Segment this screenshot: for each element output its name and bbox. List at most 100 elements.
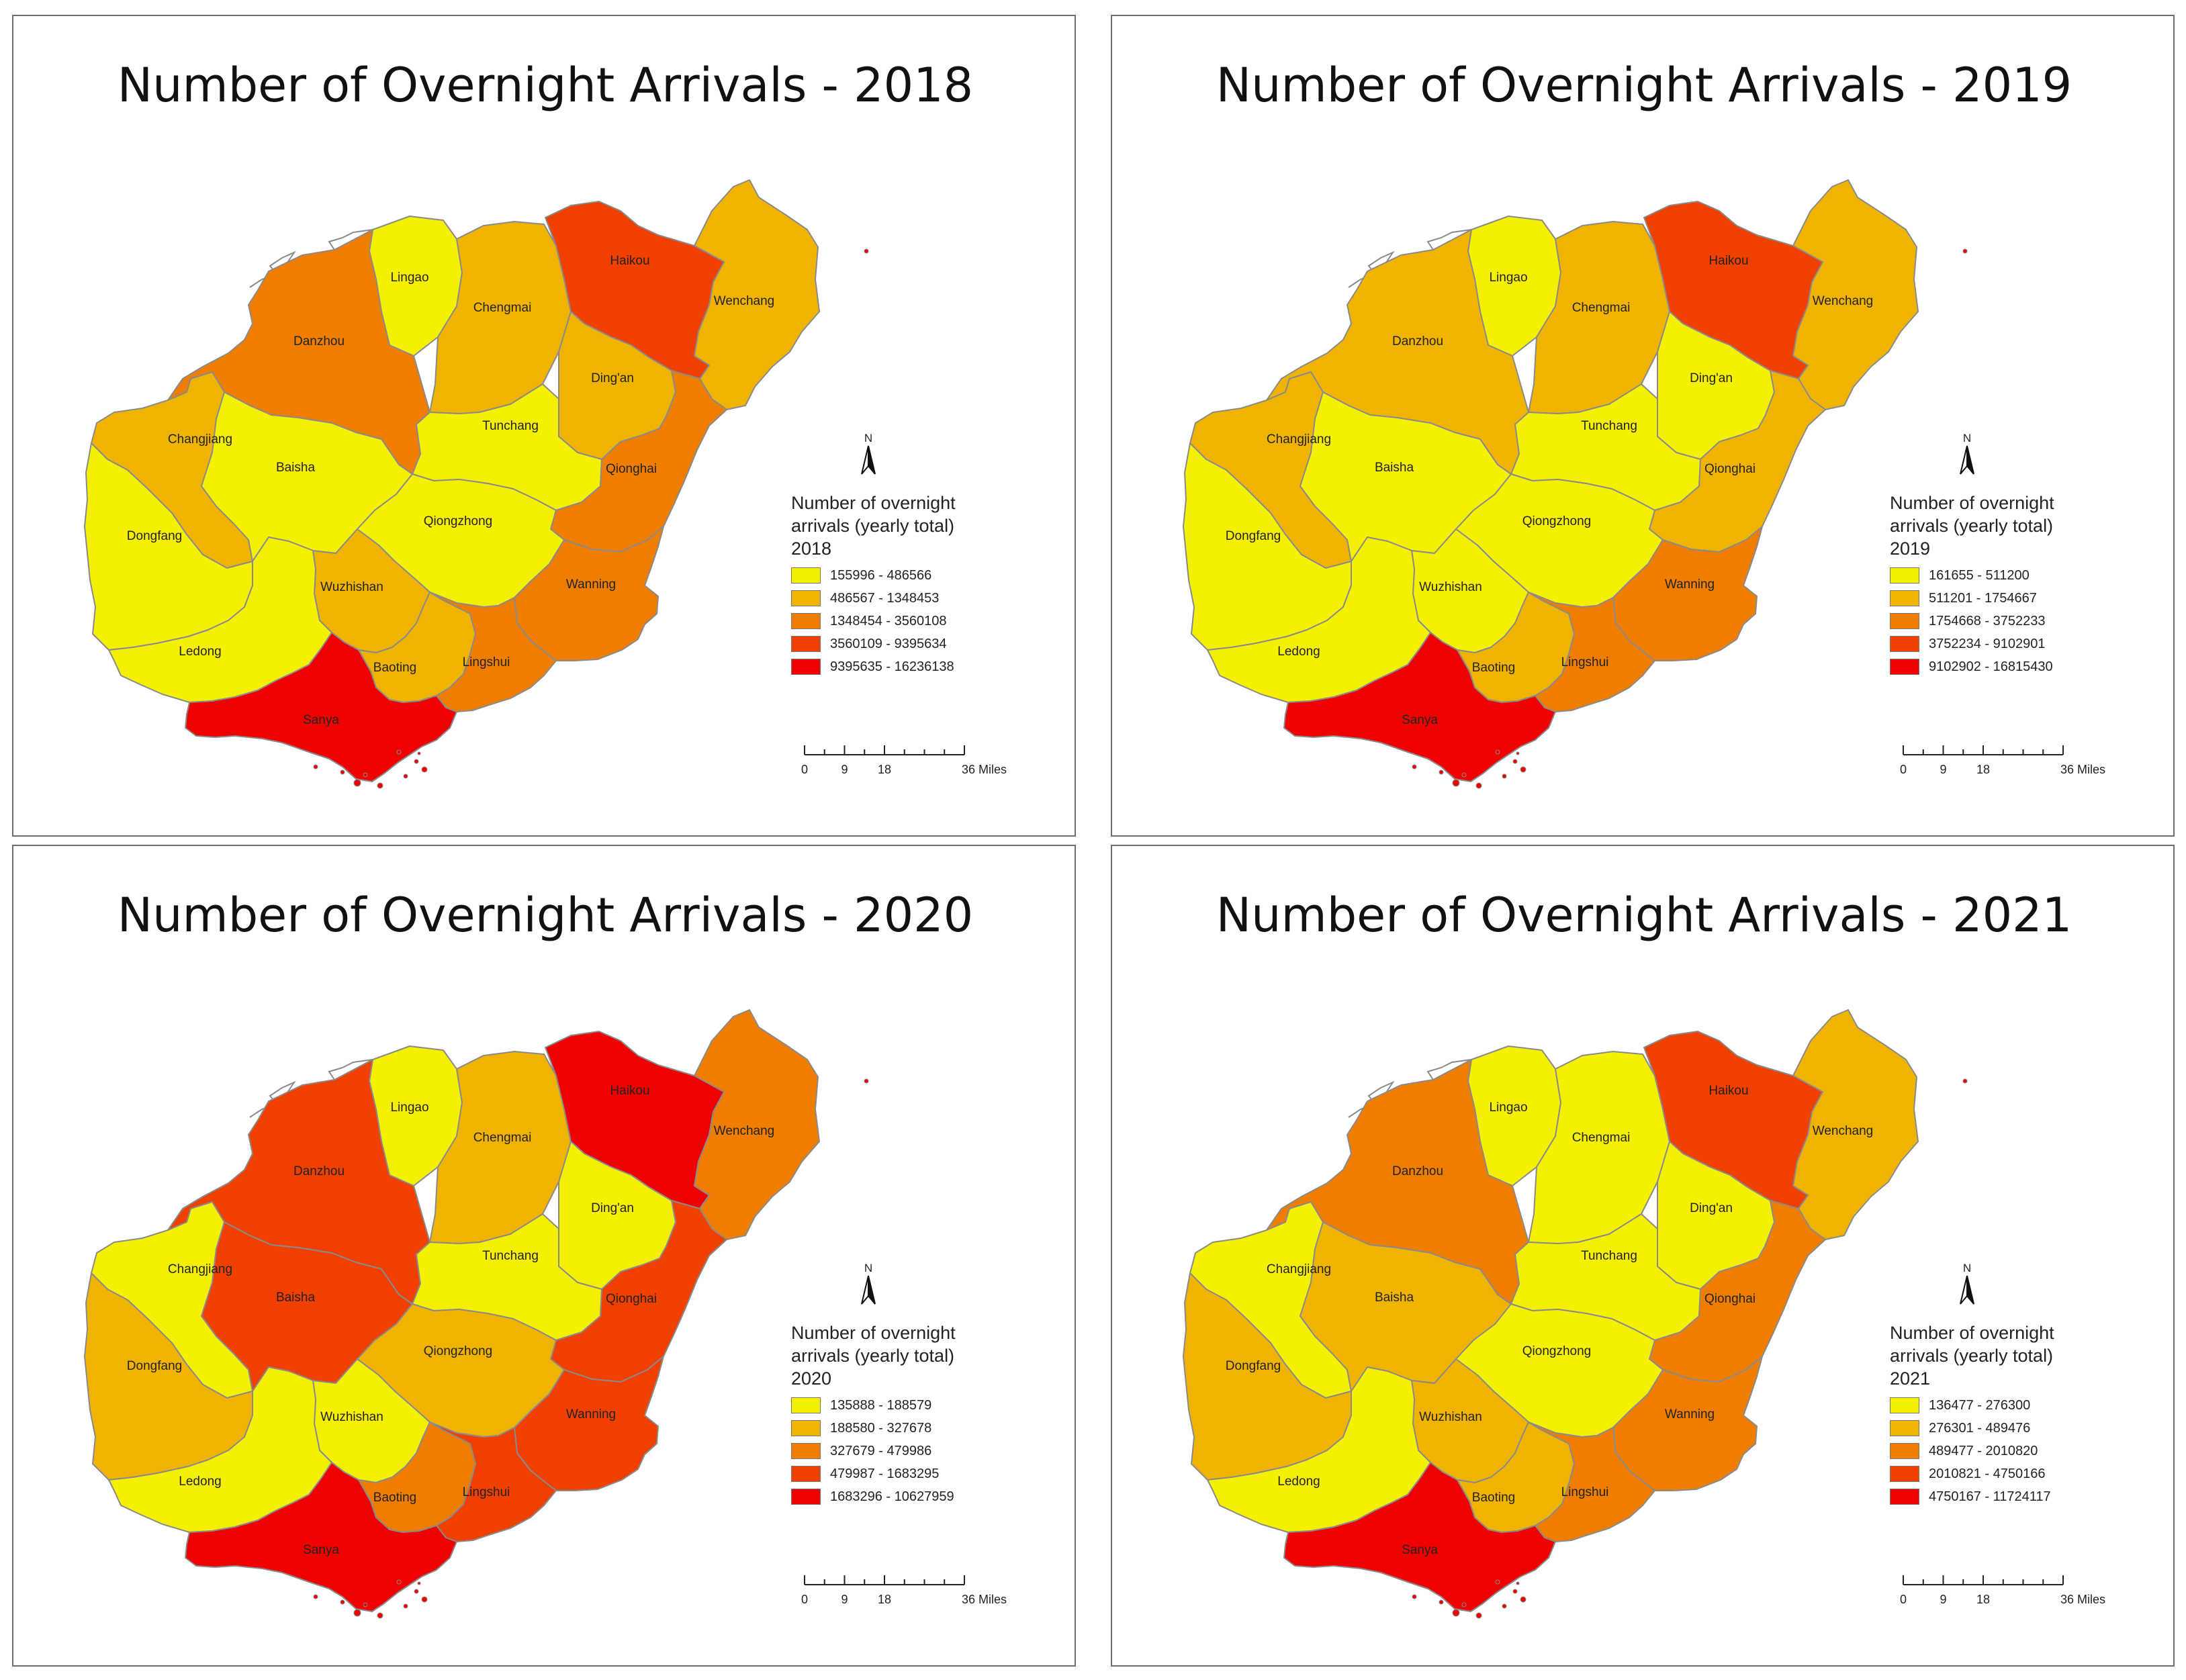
region-label-chengmai: Chengmai <box>473 1131 532 1145</box>
region-label-changjiang: Changjiang <box>168 1262 232 1276</box>
legend-label: 161655 - 511200 <box>1929 567 2030 583</box>
legend-title-line: arrivals (yearly total) <box>1890 516 2054 536</box>
legend-label: 135888 - 188579 <box>830 1397 932 1413</box>
islet <box>421 1596 428 1603</box>
legend-item: 2010821 - 4750166 <box>1890 1462 2054 1485</box>
region-label-qionghai: Qionghai <box>606 1292 657 1306</box>
legend: Number of overnight arrivals (yearly tota… <box>791 492 956 678</box>
legend-swatch <box>791 1466 821 1482</box>
north-arrow-icon: N <box>861 432 876 475</box>
legend-title-line: Number of overnight <box>1890 1323 2054 1343</box>
map-title: Number of Overnight Arrivals - 2021 <box>1216 888 2073 943</box>
region-ledong <box>1207 1366 1431 1533</box>
scale-bar: 0 9 18 36 Miles <box>801 1575 1007 1606</box>
islet <box>340 1599 345 1605</box>
region-label-changjiang: Changjiang <box>1267 432 1331 447</box>
scale-tick-label: 0 <box>1900 763 1907 776</box>
region-label-danzhou: Danzhou <box>293 1164 345 1178</box>
legend-title-line: 2018 <box>791 539 832 559</box>
region-label-lingao: Lingao <box>1489 1101 1527 1115</box>
islet <box>1502 774 1507 779</box>
legend-title-line: 2021 <box>1890 1368 1931 1389</box>
legend-label: 136477 - 276300 <box>1929 1397 2031 1413</box>
legend-label: 1683296 - 10627959 <box>830 1489 954 1504</box>
region-label-lingshui: Lingshui <box>463 1485 510 1499</box>
legend-swatch <box>791 1397 821 1413</box>
scale-tick-label: 18 <box>878 763 891 776</box>
islet <box>421 766 428 773</box>
legend-item: 161655 - 511200 <box>1890 564 2054 587</box>
legend-label: 188580 - 327678 <box>830 1420 932 1436</box>
islet <box>864 1078 869 1084</box>
region-label-baisha: Baisha <box>1375 1291 1414 1305</box>
north-arrow-icon: N <box>1960 1262 1974 1305</box>
legend: Number of overnight arrivals (yearly tota… <box>791 1321 956 1508</box>
region-wenchang <box>1792 179 1919 410</box>
scale-tick-label: 18 <box>878 1593 891 1606</box>
region-label-dingan: Ding'an <box>1690 371 1733 385</box>
islet <box>353 779 361 787</box>
region-label-lingao: Lingao <box>390 1101 428 1115</box>
scale-bar: 0 9 18 36 Miles <box>1900 745 2105 776</box>
region-label-chengmai: Chengmai <box>473 301 532 315</box>
islet <box>363 1602 368 1607</box>
islet <box>1439 1599 1444 1605</box>
islet <box>1439 769 1444 775</box>
legend-label: 155996 - 486566 <box>830 567 932 583</box>
region-label-wenchang: Wenchang <box>1813 294 1874 308</box>
north-label: N <box>864 432 872 445</box>
scale-bar: 0 9 18 36 Miles <box>1900 1575 2105 1606</box>
islet <box>1452 779 1460 787</box>
islet <box>1962 1078 1968 1084</box>
islet <box>1495 1579 1500 1585</box>
region-label-dingan: Ding'an <box>1690 1201 1733 1215</box>
islet <box>313 1594 318 1599</box>
region-sanya <box>1283 632 1556 782</box>
region-label-chengmai: Chengmai <box>1572 301 1631 315</box>
region-ledong <box>1207 536 1431 703</box>
legend-title-line: 2020 <box>791 1368 832 1389</box>
legend: Number of overnight arrivals (yearly tota… <box>1890 492 2054 678</box>
legend-item: 1754668 - 3752233 <box>1890 610 2054 633</box>
region-label-wanning: Wanning <box>1665 577 1715 592</box>
legend-item: 276301 - 489476 <box>1890 1417 2054 1440</box>
region-label-wuzhishan: Wuzhishan <box>320 580 383 594</box>
legend-label: 2010821 - 4750166 <box>1929 1466 2046 1481</box>
legend-item: 135888 - 188579 <box>791 1394 956 1417</box>
islet <box>340 769 345 775</box>
islet <box>1502 1603 1507 1609</box>
hainan-choropleth-map: Lingao Chengmai Haikou Wenchang Danzhou Ding'… <box>1183 1009 1968 1619</box>
islet <box>396 1579 402 1585</box>
region-label-baisha: Baisha <box>276 461 316 475</box>
legend-label: 486567 - 1348453 <box>830 590 940 606</box>
hainan-choropleth-map: Lingao Chengmai Haikou Wenchang Danzhou Ding'… <box>84 1009 869 1619</box>
legend-item: 155996 - 486566 <box>791 564 956 587</box>
islet <box>1461 772 1467 778</box>
legend-item: 1348454 - 3560108 <box>791 610 956 633</box>
legend-label: 9102902 - 16815430 <box>1929 659 2053 674</box>
map-panel-2018: Number of Overnight Arrivals - 2018 Linga… <box>12 15 1076 837</box>
region-sanya <box>1283 1462 1556 1612</box>
region-label-dongfang: Dongfang <box>1226 529 1281 543</box>
scale-tick-label: 18 <box>1976 763 1990 776</box>
islet <box>403 774 408 779</box>
legend-label: 3560109 - 9395634 <box>830 636 947 651</box>
legend-item: 486567 - 1348453 <box>791 587 956 610</box>
legend-label: 276301 - 489476 <box>1929 1420 2031 1436</box>
region-label-lingao: Lingao <box>1489 271 1527 285</box>
legend-label: 489477 - 2010820 <box>1929 1443 2038 1458</box>
islet <box>864 248 869 254</box>
region-label-wenchang: Wenchang <box>1813 1124 1874 1138</box>
map-title: Number of Overnight Arrivals - 2020 <box>117 888 974 943</box>
legend-item: 4750167 - 11724117 <box>1890 1485 2054 1508</box>
legend-swatch <box>1890 659 1919 675</box>
islet <box>1516 1581 1520 1585</box>
legend-swatch <box>791 1489 821 1505</box>
legend-item: 136477 - 276300 <box>1890 1394 2054 1417</box>
islet <box>353 1609 361 1617</box>
scale-tick-label: 9 <box>1940 763 1946 776</box>
legend-title-line: arrivals (yearly total) <box>791 1346 955 1366</box>
legend-label: 1348454 - 3560108 <box>830 613 947 628</box>
map-title: Number of Overnight Arrivals - 2019 <box>1216 58 2073 113</box>
scale-tick-label: 9 <box>841 1593 848 1606</box>
